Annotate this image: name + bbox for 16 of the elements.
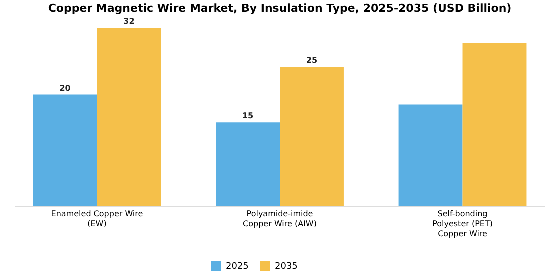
data-label: 15 xyxy=(242,112,254,121)
data-label: 20 xyxy=(60,84,72,93)
chart-title: Copper Magnetic Wire Market, By Insulation Type, 2025-2035 (USD Billion) xyxy=(48,2,512,15)
legend-label: 2025 xyxy=(226,262,249,272)
bar xyxy=(280,66,344,206)
data-label: 32 xyxy=(124,17,135,26)
bar xyxy=(33,94,98,206)
data-label: 25 xyxy=(306,56,318,65)
x-tick-label: Enameled Copper Wire (EW) xyxy=(51,210,144,228)
x-tick-label: Polyamide-imide Copper Wire (AIW) xyxy=(243,210,317,228)
bar xyxy=(398,104,463,206)
legend-label: 2035 xyxy=(275,262,298,272)
bar xyxy=(216,122,280,206)
bar xyxy=(462,43,527,206)
x-tick-label: Self-bonding Polyester (PET) Copper Wire xyxy=(432,210,493,238)
bar xyxy=(97,28,162,206)
